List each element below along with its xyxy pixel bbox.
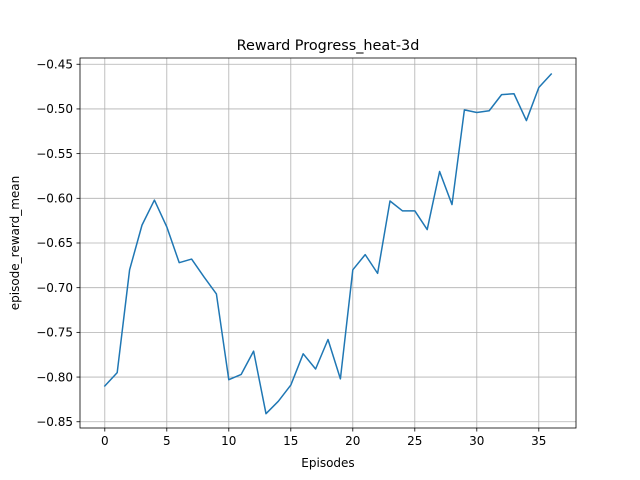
x-tick-label: 15 (283, 434, 298, 448)
y-tick-label: −0.55 (36, 147, 73, 161)
y-tick-label: −0.65 (36, 236, 73, 250)
series-line (103, 73, 553, 415)
x-tick-label: 10 (221, 434, 236, 448)
series-layer (103, 73, 553, 415)
y-tick-label: −0.80 (36, 370, 73, 384)
x-tick-label: 5 (163, 434, 171, 448)
x-tick-label: 35 (531, 434, 546, 448)
grid-layer (80, 58, 576, 428)
x-tick-label: 0 (101, 434, 109, 448)
y-tick-label: −0.45 (36, 57, 73, 71)
y-tick-label: −0.85 (36, 415, 73, 429)
x-axis-label: Episodes (301, 456, 354, 470)
x-tick-label: 25 (407, 434, 422, 448)
chart-title: Reward Progress_heat-3d (237, 38, 420, 54)
y-tick-label: −0.70 (36, 281, 73, 295)
x-tick-label: 30 (469, 434, 484, 448)
y-tick-label: −0.75 (36, 326, 73, 340)
y-tick-label: −0.50 (36, 102, 73, 116)
tick-layer: 0 5 10 15 20 25 30 35 −0.85 −0.80 −0.75 −0.70 −0.65 −… (36, 57, 546, 448)
x-tick-label: 20 (345, 434, 360, 448)
y-tick-label: −0.60 (36, 192, 73, 206)
y-axis-label: episode_reward_mean (8, 176, 22, 311)
